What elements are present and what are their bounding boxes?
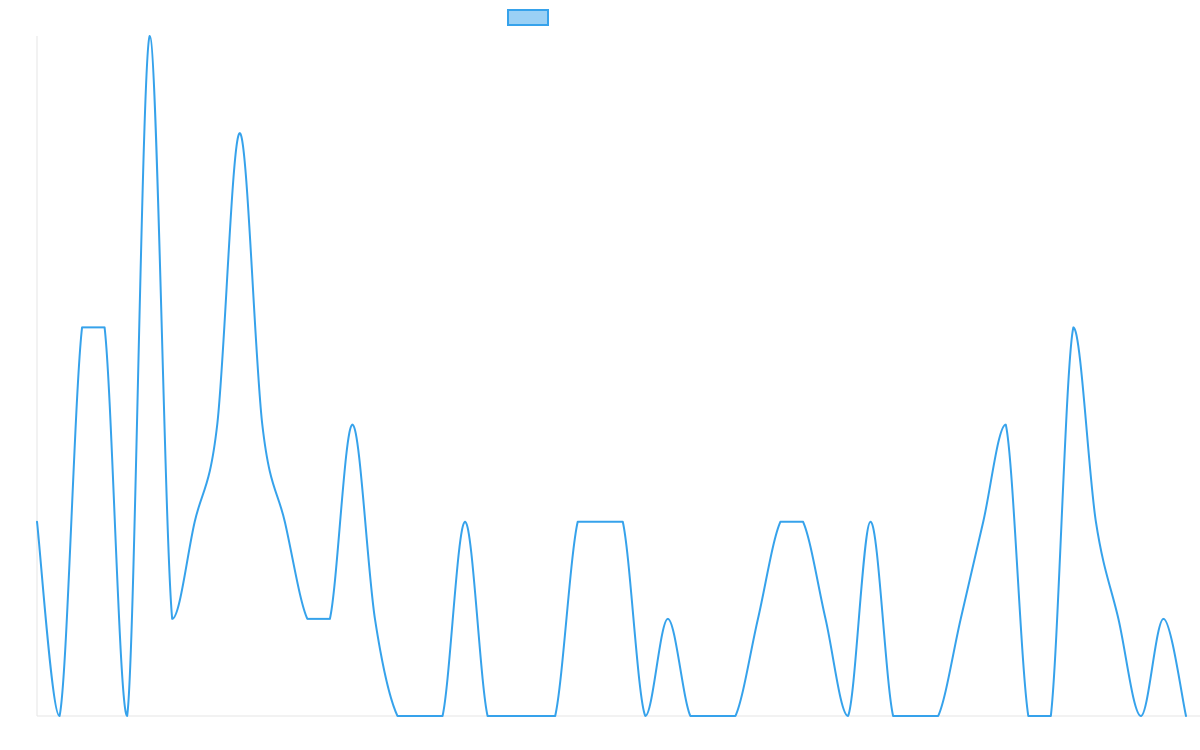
legend-swatch	[507, 9, 549, 26]
series-line	[36, 35, 1187, 717]
